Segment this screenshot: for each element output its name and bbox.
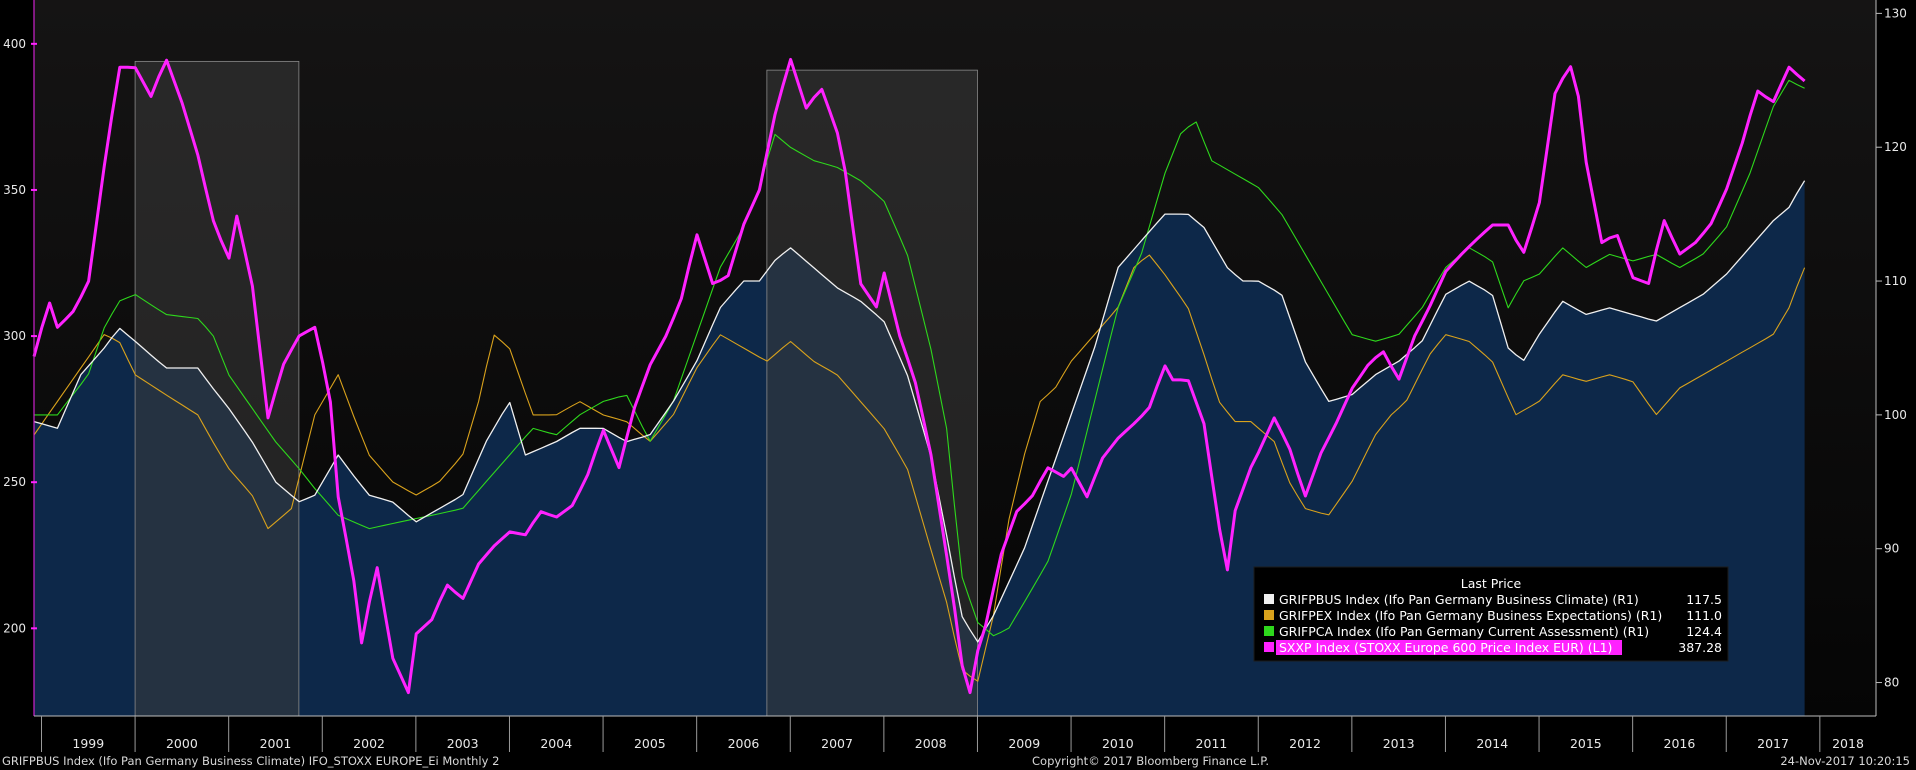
grifpca-legend-label: GRIFPCA Index (Ifo Pan Germany Current A… xyxy=(1279,624,1649,639)
grifpex-legend-swatch xyxy=(1264,610,1274,620)
left-axis-tick-label: 300 xyxy=(3,329,26,343)
x-axis-tick-label: 2001 xyxy=(260,736,292,751)
sxxp-legend-swatch xyxy=(1264,642,1274,652)
x-axis-tick-label: 2003 xyxy=(447,736,479,751)
grifpbus-legend-swatch xyxy=(1264,594,1274,604)
grifpbus-legend-label: GRIFPBUS Index (Ifo Pan Germany Business… xyxy=(1279,592,1639,607)
series-layer xyxy=(32,57,1806,695)
x-axis-tick-label: 2007 xyxy=(821,736,853,751)
shaded-period-2 xyxy=(766,69,978,717)
footer-copyright: Copyright© 2017 Bloomberg Finance L.P. xyxy=(1032,754,1269,768)
footer-timestamp: 24-Nov-2017 10:20:15 xyxy=(1780,754,1910,768)
x-axis-tick-label: 2006 xyxy=(728,736,760,751)
right-axis-tick-label: 120 xyxy=(1884,140,1907,154)
sxxp-legend-highlight xyxy=(1276,640,1622,655)
x-axis-tick-label: 2016 xyxy=(1664,736,1696,751)
x-axis-tick-label: 2011 xyxy=(1196,736,1228,751)
x-axis-tick-label: 2013 xyxy=(1383,736,1415,751)
x-axis-tick-label: 2012 xyxy=(1289,736,1321,751)
grifpbus-line xyxy=(33,180,1806,643)
x-axis-tick-label: 2017 xyxy=(1757,736,1789,751)
x-axis-tick-label: 2018 xyxy=(1832,736,1864,751)
sxxp-legend-label: SXXP Index (STOXX Europe 600 Price Index… xyxy=(1279,640,1612,655)
legend-entries: GRIFPBUS Index (Ifo Pan Germany Business… xyxy=(1264,592,1722,655)
x-axis-tick-label: 2005 xyxy=(634,736,666,751)
grifpex-legend-value: 111.0 xyxy=(1686,608,1722,623)
x-axis-tick-label: 2002 xyxy=(353,736,385,751)
grifpbus-legend-value: 117.5 xyxy=(1686,592,1722,607)
sxxp-legend-value: 387.28 xyxy=(1678,640,1722,655)
legend-title: Last Price xyxy=(1461,576,1522,591)
x-axis-tick-label: 1999 xyxy=(72,736,104,751)
grifpex-legend-label: GRIFPEX Index (Ifo Pan Germany Business … xyxy=(1279,608,1662,623)
left-axis-tick-label: 400 xyxy=(3,37,26,51)
right-axis-tick-label: 80 xyxy=(1884,676,1899,690)
legend: Last Price GRIFPBUS Index (Ifo Pan Germa… xyxy=(1253,566,1729,662)
left-axis-tick-label: 250 xyxy=(3,475,26,489)
x-axis-tick-label: 2008 xyxy=(915,736,947,751)
sxxp-line xyxy=(32,57,1806,695)
x-axis-tick-label: 2000 xyxy=(166,736,198,751)
right-axis-tick-label: 90 xyxy=(1884,542,1899,556)
left-axis-tick-label: 350 xyxy=(3,183,26,197)
right-axis-tick-label: 110 xyxy=(1884,274,1907,288)
x-axis-tick-label: 2010 xyxy=(1102,736,1134,751)
right-axis-tick-label: 100 xyxy=(1884,408,1907,422)
shaded-period-1 xyxy=(134,60,300,717)
grifpca-legend-value: 124.4 xyxy=(1686,624,1722,639)
grifpca-line xyxy=(34,79,1805,637)
grifpca-legend-swatch xyxy=(1264,626,1274,636)
footer-security-label: GRIFPBUS Index (Ifo Pan Germany Business… xyxy=(2,754,500,768)
right-axis-tick-label: 130 xyxy=(1884,6,1907,20)
x-axis-tick-label: 2004 xyxy=(540,736,572,751)
axes-layer: 200 250 300 350 400 80 90 100 110 120 130 1999 2000 2… xyxy=(3,0,1907,752)
x-axis-tick-label: 2015 xyxy=(1570,736,1602,751)
x-axis-tick-label: 2014 xyxy=(1476,736,1508,751)
left-axis-tick-label: 200 xyxy=(3,621,26,635)
x-axis-tick-label: 2009 xyxy=(1008,736,1040,751)
footer: GRIFPBUS Index (Ifo Pan Germany Business… xyxy=(0,752,1916,770)
